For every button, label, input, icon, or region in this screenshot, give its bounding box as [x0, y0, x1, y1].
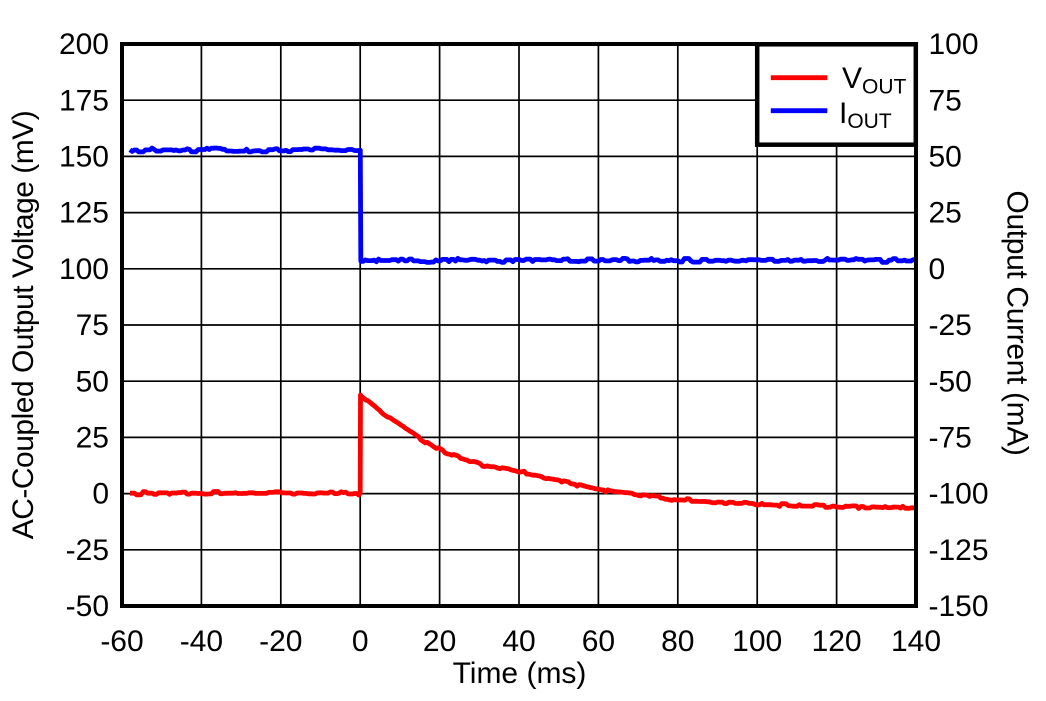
- svg-text:100: 100: [732, 625, 782, 658]
- svg-text:-50: -50: [66, 590, 109, 623]
- svg-text:150: 150: [59, 141, 109, 174]
- svg-text:0: 0: [352, 625, 369, 658]
- svg-text:-150: -150: [929, 590, 989, 623]
- svg-text:Time (ms): Time (ms): [453, 657, 587, 690]
- svg-text:AC-Coupled Output Voltage (mV): AC-Coupled Output Voltage (mV): [7, 111, 40, 540]
- svg-text:50: 50: [76, 365, 109, 398]
- svg-text:120: 120: [812, 625, 862, 658]
- svg-text:75: 75: [929, 84, 962, 117]
- svg-text:Output Current (mA): Output Current (mA): [1001, 190, 1034, 455]
- svg-text:125: 125: [59, 197, 109, 230]
- svg-text:75: 75: [76, 309, 109, 342]
- svg-text:-60: -60: [100, 625, 143, 658]
- svg-text:140: 140: [891, 625, 941, 658]
- svg-text:100: 100: [929, 28, 979, 61]
- svg-text:80: 80: [661, 625, 694, 658]
- svg-text:-75: -75: [929, 422, 972, 455]
- svg-text:25: 25: [929, 197, 962, 230]
- svg-text:200: 200: [59, 28, 109, 61]
- svg-text:-100: -100: [929, 478, 989, 511]
- svg-text:20: 20: [423, 625, 456, 658]
- svg-text:0: 0: [929, 253, 946, 286]
- svg-text:-125: -125: [929, 534, 989, 567]
- svg-text:25: 25: [76, 422, 109, 455]
- svg-text:-20: -20: [259, 625, 302, 658]
- svg-text:175: 175: [59, 84, 109, 117]
- svg-text:0: 0: [92, 478, 109, 511]
- svg-text:-25: -25: [929, 309, 972, 342]
- svg-text:-50: -50: [929, 365, 972, 398]
- svg-text:60: 60: [582, 625, 615, 658]
- svg-text:50: 50: [929, 141, 962, 174]
- svg-text:-25: -25: [66, 534, 109, 567]
- svg-text:100: 100: [59, 253, 109, 286]
- svg-text:40: 40: [502, 625, 535, 658]
- svg-text:-40: -40: [180, 625, 223, 658]
